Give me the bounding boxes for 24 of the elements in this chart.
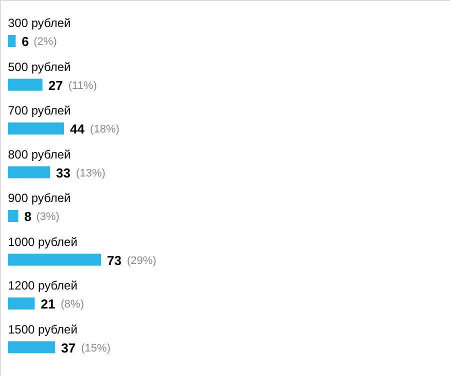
bar <box>8 78 42 91</box>
data-label: 21 (8%) <box>40 296 84 312</box>
y-tick-label: 900 рублей <box>8 191 71 205</box>
bar <box>8 341 56 354</box>
y-tick-label: 700 рублей <box>8 104 71 118</box>
bar <box>8 298 35 310</box>
y-tick-label: 300 рублей <box>8 16 71 30</box>
data-label: 73 (29%) <box>107 252 156 268</box>
data-label: 44 (18%) <box>70 122 120 136</box>
y-tick-label: 1000 рублей <box>8 234 78 249</box>
y-tick-label: 800 рублей <box>8 147 71 162</box>
bar <box>8 254 101 266</box>
bar <box>8 35 16 47</box>
y-tick-label: 1500 рублей <box>8 322 78 336</box>
y-tick-label: 500 рублей <box>8 60 71 74</box>
bar <box>8 122 64 134</box>
data-label: 37 (15%) <box>61 340 110 356</box>
data-label: 8 (3%) <box>24 209 60 224</box>
data-label: 6 (2%) <box>22 34 57 49</box>
data-label: 27 (11%) <box>48 78 97 93</box>
bar <box>8 166 50 178</box>
bar <box>8 210 18 222</box>
y-tick-label: 1200 рублей <box>8 278 78 292</box>
data-label: 33 (13%) <box>56 165 106 180</box>
